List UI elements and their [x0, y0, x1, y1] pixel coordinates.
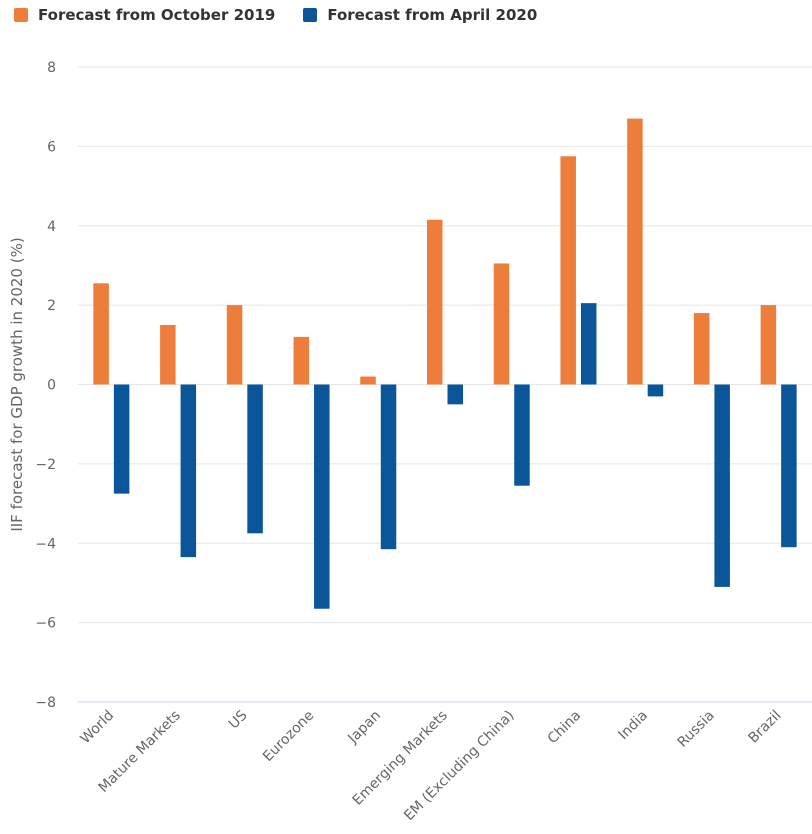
bar-oct2019-4[interactable] [360, 376, 376, 385]
y-tick-label: 0 [47, 378, 56, 394]
y-tick-label: 2 [47, 298, 56, 314]
legend-item-april-2020[interactable]: Forecast from April 2020 [303, 6, 537, 24]
y-tick-label: −4 [35, 536, 56, 552]
x-category-label: China [545, 708, 585, 748]
x-category-label: US [226, 707, 251, 732]
bar-apr2020-5[interactable] [447, 384, 464, 405]
chart-legend: Forecast from October 2019 Forecast from… [14, 6, 565, 24]
bar-oct2019-3[interactable] [293, 336, 310, 385]
bar-apr2020-7[interactable] [580, 303, 597, 385]
x-category-label: World [78, 708, 118, 748]
x-category-label: Russia [675, 708, 718, 751]
y-tick-label: 8 [47, 60, 56, 76]
y-tick-label: 6 [47, 139, 56, 155]
bar-apr2020-4[interactable] [380, 384, 397, 550]
legend-label-april-2020: Forecast from April 2020 [327, 6, 538, 24]
bar-oct2019-5[interactable] [427, 219, 443, 385]
bar-apr2020-0[interactable] [113, 384, 130, 494]
y-tick-label: 4 [47, 219, 56, 235]
y-axis-ticks: 8 6 4 2 0 −2 −4 −6 −8 [35, 60, 56, 711]
bar-oct2019-8[interactable] [627, 118, 643, 385]
bar-apr2020-8[interactable] [647, 384, 664, 397]
legend-swatch-october-2019 [14, 8, 28, 22]
legend-label-october-2019: Forecast from October 2019 [38, 6, 276, 24]
legend-item-october-2019[interactable]: Forecast from October 2019 [14, 6, 275, 24]
x-category-label: Brazil [746, 708, 785, 747]
bar-oct2019-6[interactable] [493, 263, 510, 385]
legend-swatch-april-2020 [303, 8, 318, 22]
bar-apr2020-9[interactable] [714, 384, 730, 587]
bar-oct2019-0[interactable] [93, 283, 109, 385]
y-axis-title: IIF forecast for GDP growth in 2020 (%) [8, 237, 26, 531]
bars [93, 118, 797, 609]
bar-oct2019-9[interactable] [693, 313, 710, 385]
x-category-label: India [615, 708, 651, 744]
x-category-label: Eurozone [260, 708, 317, 765]
bar-apr2020-6[interactable] [514, 384, 530, 486]
gridlines [78, 66, 812, 624]
y-tick-label: −6 [35, 616, 56, 632]
bar-apr2020-3[interactable] [314, 384, 330, 609]
bar-oct2019-7[interactable] [560, 156, 576, 385]
bar-apr2020-2[interactable] [247, 384, 263, 534]
bar-oct2019-10[interactable] [760, 305, 777, 385]
bar-oct2019-1[interactable] [160, 324, 176, 385]
bar-apr2020-10[interactable] [781, 384, 797, 548]
x-category-label: EM (Excluding China) [401, 708, 517, 824]
y-tick-label: −8 [35, 695, 56, 711]
bar-oct2019-2[interactable] [226, 305, 243, 385]
bar-apr2020-1[interactable] [180, 384, 197, 558]
y-tick-label: −2 [35, 457, 56, 473]
x-category-label: Japan [344, 708, 384, 748]
